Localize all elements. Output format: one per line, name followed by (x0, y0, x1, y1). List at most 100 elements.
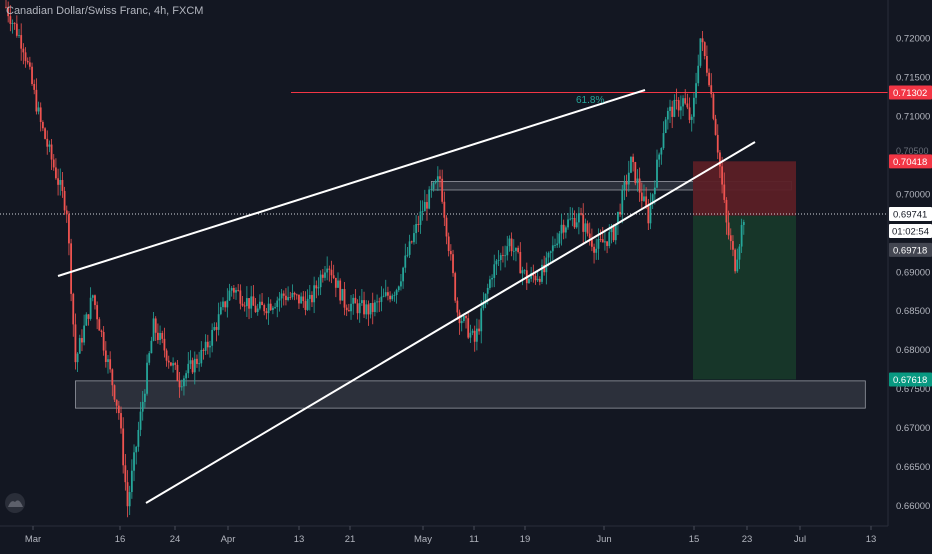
candle-body (308, 294, 311, 299)
candle-body (515, 247, 517, 251)
candle-body (35, 89, 38, 112)
candle-body (22, 48, 25, 53)
candle-body (499, 255, 502, 261)
candle-body (475, 328, 478, 342)
candle-body (690, 116, 693, 120)
candle-body (573, 217, 576, 228)
candle-body (627, 172, 630, 185)
candle-body (157, 332, 159, 340)
candle-body (44, 128, 46, 139)
candle-body (658, 154, 661, 160)
candle-body (130, 470, 133, 493)
candle-body (562, 224, 565, 233)
candle-body (582, 214, 585, 232)
candle-body (460, 320, 463, 324)
candle-body (274, 306, 276, 308)
candle-body (287, 297, 289, 301)
candle-body (354, 297, 357, 304)
candle-body (569, 218, 572, 220)
candle-body (436, 176, 439, 181)
candle-body (226, 300, 229, 308)
lower-trendline[interactable] (145, 141, 756, 504)
candle-body (554, 245, 556, 246)
candle-body (341, 289, 344, 301)
take-profit-zone[interactable] (693, 215, 796, 380)
candle-body (37, 107, 40, 112)
candle-body (662, 133, 665, 149)
candle-body (193, 358, 196, 373)
candle-body (413, 233, 415, 243)
candle-body (673, 99, 676, 117)
candle-body (232, 288, 235, 293)
candle-body (634, 162, 637, 184)
candle-body (454, 273, 457, 301)
candle-body (549, 251, 552, 253)
candle-body (356, 303, 359, 314)
candle-body (742, 222, 745, 225)
candle-body (610, 226, 613, 233)
x-tick-label: 15 (689, 534, 700, 545)
candle-body (350, 303, 352, 312)
candle-body (172, 363, 174, 366)
candle-body (85, 314, 88, 326)
candle-body (154, 318, 157, 333)
candle-body (230, 288, 233, 291)
candle-body (617, 211, 619, 224)
candle-body (250, 296, 253, 309)
candle-body (623, 182, 626, 190)
time-axis[interactable] (0, 526, 888, 550)
candle-body (256, 308, 259, 313)
candle-body (445, 217, 448, 237)
candle-body (675, 99, 678, 101)
candle-body (343, 289, 346, 308)
candle-body (580, 213, 582, 215)
support-resistance-zone[interactable] (75, 380, 866, 409)
candle-body (98, 319, 101, 331)
candle-body (571, 217, 574, 219)
x-tick-label: 11 (469, 534, 479, 545)
candle-body (81, 338, 83, 343)
candle-body (217, 314, 220, 330)
candle-body (178, 381, 181, 388)
candle-body (9, 16, 12, 24)
candle-body (135, 446, 138, 453)
candle-body (278, 298, 281, 301)
upper-trendline[interactable] (57, 89, 646, 277)
candle-body (586, 223, 589, 234)
candle-body (258, 301, 261, 309)
candle-body (504, 255, 506, 257)
candle-body (33, 83, 36, 90)
y-tick-label: 0.72000 (896, 34, 930, 45)
candle-body (183, 378, 185, 387)
candle-body (150, 340, 153, 354)
candle-body (337, 280, 339, 288)
candle-body (280, 293, 283, 299)
candle-body (378, 301, 381, 303)
candle-body (719, 152, 721, 167)
candle-body (7, 7, 10, 17)
price-label-badge (889, 372, 932, 387)
candle-body (295, 294, 298, 296)
candle-body (11, 23, 14, 24)
candle-body (328, 268, 331, 270)
candle-body (265, 311, 268, 314)
candle-body (200, 349, 203, 364)
y-tick-label: 0.68500 (896, 306, 930, 317)
x-tick-label: 13 (866, 534, 877, 545)
candle-body (519, 251, 522, 274)
candle-body (471, 330, 474, 333)
candle-body (148, 353, 151, 363)
candle-body (339, 280, 342, 301)
candle-body (402, 267, 405, 282)
candle-body (52, 159, 55, 168)
stop-loss-zone[interactable] (693, 161, 796, 216)
candle-body (304, 301, 307, 310)
candle-body (91, 295, 94, 298)
y-tick-label: 0.66000 (896, 501, 930, 512)
candle-body (198, 363, 201, 365)
candle-body (122, 428, 125, 466)
candle-body (619, 211, 622, 215)
candle-body (721, 166, 723, 185)
